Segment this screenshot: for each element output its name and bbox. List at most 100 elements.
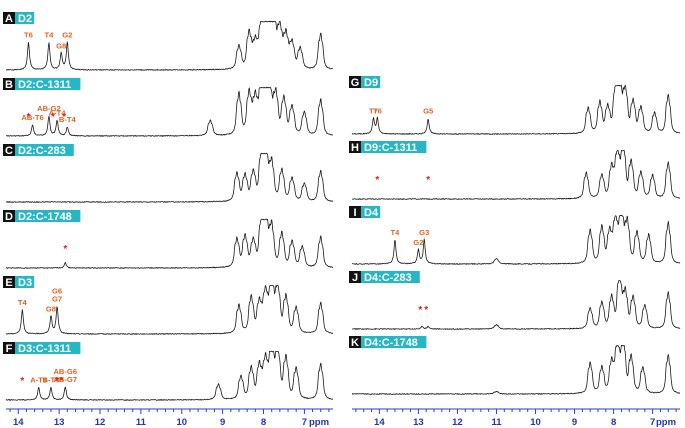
- left-ppm-axis: 14 13 12 11 10 9 8 7 ppm: [6, 408, 333, 428]
- spectrum-trace: [5, 350, 334, 401]
- panel-name-box: [361, 206, 381, 218]
- right-ppm-axis: 14 13 12 11 10 9 8 7 ppm: [352, 408, 680, 428]
- star-marker: *: [59, 376, 63, 387]
- star-marker: *: [62, 112, 66, 123]
- spectrum-trace: [6, 284, 334, 335]
- panel-letter-box: [349, 336, 361, 348]
- panel-name-box: [15, 210, 81, 222]
- tick-label: 7: [650, 417, 655, 428]
- tick-label: 8: [611, 417, 616, 428]
- axis-unit: ppm: [309, 417, 329, 428]
- spectrum-trace: [351, 280, 681, 330]
- panel-name: D3:C-1311: [18, 343, 71, 355]
- panel-letter: D: [5, 211, 13, 223]
- peak-label: A-T4: [49, 109, 67, 118]
- panel-letter-box: [349, 141, 361, 153]
- peak-label: G7: [52, 295, 62, 304]
- panel-letter: F: [6, 343, 13, 355]
- panel-name-box: [361, 271, 420, 283]
- tick-label: 13: [413, 417, 424, 428]
- spectrum-d: D D2:C-1748 *: [3, 210, 334, 269]
- peak-label: G3: [419, 228, 429, 237]
- panel-name: D2:C-1748: [18, 211, 72, 223]
- peak-label: T6: [373, 107, 382, 116]
- panel-letter: B: [5, 79, 13, 91]
- spectrum-trace: [5, 152, 334, 203]
- star-marker: *: [418, 305, 422, 316]
- panel-letter: C: [5, 145, 13, 157]
- spectrum-trace: [352, 344, 681, 395]
- panel-letter-box: [3, 276, 15, 288]
- tick-label: 7: [302, 417, 307, 428]
- peak-label: G8: [56, 41, 66, 50]
- panel-name-box: [361, 141, 427, 153]
- spectrum-trace: [351, 214, 681, 265]
- tick-label: 10: [530, 417, 541, 428]
- peak-label: AB-G6: [53, 367, 77, 376]
- panel-name: D4:C-1748: [364, 337, 418, 349]
- panel-name: D2: [18, 13, 32, 25]
- spectrum-trace: [351, 84, 681, 135]
- peak-label: T4: [44, 31, 54, 40]
- peak-label: T7: [369, 107, 378, 116]
- panel-name: D9: [364, 77, 378, 89]
- peak-label: G6: [52, 287, 62, 296]
- peak-label: B-T4: [59, 115, 77, 124]
- panel-letter-box: [3, 210, 15, 222]
- panel-letter: A: [5, 13, 13, 25]
- panel-name-box: [15, 144, 74, 156]
- panel-name: D4: [364, 207, 379, 219]
- star-marker: *: [20, 376, 24, 387]
- peak-label: G8: [46, 304, 56, 313]
- tick-label: 8: [261, 417, 266, 428]
- panel-letter: K: [351, 337, 359, 349]
- panel-name-box: [361, 76, 381, 88]
- tick-label: 11: [491, 417, 502, 428]
- panel-letter: I: [353, 207, 356, 219]
- spectrum-trace: [352, 149, 681, 200]
- tick-label: 14: [13, 417, 24, 428]
- panel-letter: G: [351, 77, 360, 89]
- spectrum-trace: [5, 86, 334, 137]
- panel-name-box: [15, 276, 35, 288]
- panel-letter-box: [349, 206, 361, 218]
- panel-letter-box: [3, 78, 15, 90]
- spectrum-trace: [5, 20, 333, 71]
- peak-label: AB-G2: [37, 104, 61, 113]
- panel-letter: E: [5, 277, 12, 289]
- tick-label: 9: [220, 417, 225, 428]
- tick-label: 10: [176, 417, 187, 428]
- tick-label: 14: [374, 417, 385, 428]
- spectrum-c: C D2:C-283: [3, 144, 334, 203]
- peak-label: AB-G7: [53, 375, 77, 384]
- peak-label: B-T4: [43, 376, 61, 385]
- tick-label: 12: [95, 417, 106, 428]
- peak-label: AB-T6: [21, 113, 43, 122]
- tick-label: 12: [452, 417, 463, 428]
- panel-name: D9:C-1311: [364, 142, 417, 154]
- tick-label: 13: [54, 417, 65, 428]
- peak-label: T6: [24, 31, 33, 40]
- star-marker: *: [55, 376, 59, 387]
- star-marker: *: [27, 112, 31, 123]
- peak-label: A-T4: [30, 376, 48, 385]
- spectrum-j: J D4:C-283 * *: [349, 271, 681, 330]
- panel-name: D4:C-283: [364, 272, 412, 284]
- panel-name-box: [15, 78, 81, 90]
- peak-label: G2: [62, 31, 72, 40]
- panel-letter-box: [349, 271, 361, 283]
- panel-name-box: [15, 342, 81, 354]
- star-marker: *: [63, 244, 67, 255]
- tick-label: 9: [572, 417, 577, 428]
- panel-letter: J: [352, 272, 358, 284]
- panel-letter-box: [349, 76, 361, 88]
- panel-letter-box: [3, 144, 15, 156]
- peak-label: T4: [18, 298, 28, 307]
